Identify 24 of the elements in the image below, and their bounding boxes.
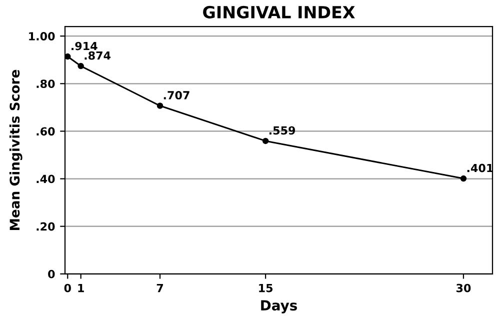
data-label: .874 — [84, 51, 111, 60]
x-tick-label: 1 — [78, 284, 84, 292]
data-label: .707 — [164, 91, 190, 100]
x-tick-label: 30 — [456, 284, 471, 292]
y-tick-label: .20 — [36, 222, 55, 231]
y-axis-title: Mean Gingivitis Score — [9, 70, 22, 230]
x-tick-label: 15 — [259, 284, 273, 292]
x-tick-label: 7 — [156, 284, 163, 292]
x-axis-title: Days — [261, 300, 297, 314]
data-label: .559 — [269, 126, 296, 135]
y-tick-label: .60 — [36, 127, 55, 136]
point — [65, 53, 71, 60]
chart-title: GINGIVAL INDEX — [203, 6, 355, 18]
y-tick-label: 0 — [48, 270, 55, 278]
y-tick-label: .40 — [36, 174, 55, 184]
point — [156, 102, 164, 109]
data-label: .401 — [467, 164, 493, 172]
data-label: .914 — [72, 42, 98, 50]
y-tick-label: 1.00 — [29, 32, 55, 40]
point — [262, 138, 269, 144]
x-tick-label: 0 — [64, 284, 71, 292]
point — [460, 175, 467, 182]
y-tick-label: .80 — [36, 80, 55, 88]
point — [78, 62, 84, 70]
